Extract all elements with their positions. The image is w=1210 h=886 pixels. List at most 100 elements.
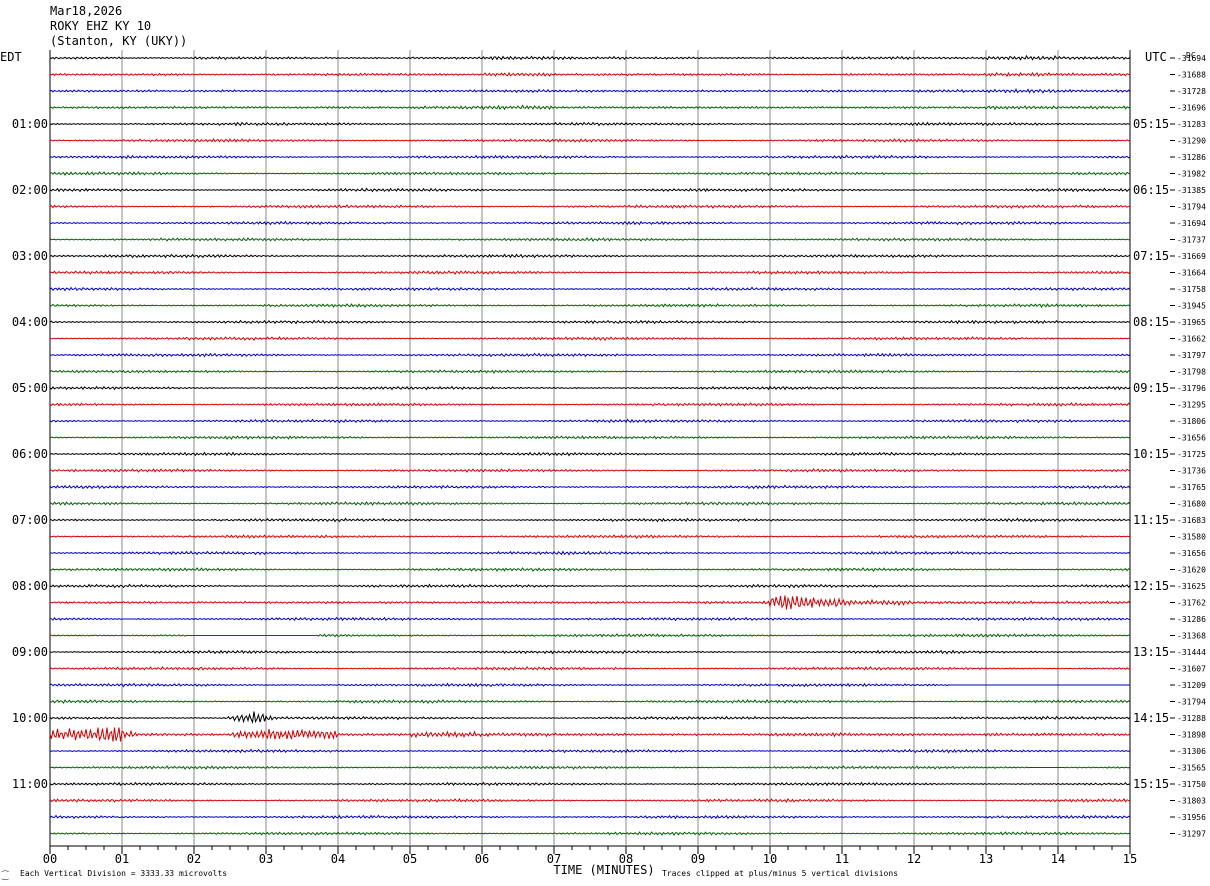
dc-offset-label: -31656 [1177, 549, 1206, 558]
utc-hour-label: 12:15 [1133, 579, 1169, 593]
dc-offset-label: -31736 [1177, 467, 1206, 476]
dc-offset-label: -31286 [1177, 615, 1206, 624]
dc-offset-label: -31368 [1177, 632, 1206, 641]
trace-row-7 [49, 171, 1131, 176]
location-label: (Stanton, KY (UKY)) [50, 34, 188, 48]
dc-offset-label: -31306 [1177, 747, 1206, 756]
trace-row-27 [49, 501, 1131, 506]
dc-offset-label: -31803 [1177, 797, 1206, 806]
dc-offset-label: -31625 [1177, 582, 1206, 591]
trace-row-38 [49, 682, 1130, 688]
trace-row-19 [49, 369, 1131, 374]
trace-row-13 [49, 270, 1131, 276]
trace-row-45 [49, 797, 1131, 803]
edt-hour-label: 08:00 [12, 579, 48, 593]
dc-offset-label: -31683 [1177, 516, 1206, 525]
dc-offset-label: -31669 [1177, 252, 1206, 261]
dc-offset-label: -31956 [1177, 813, 1206, 822]
trace-row-40 [49, 711, 1131, 725]
utc-hour-label: 07:15 [1133, 249, 1169, 263]
trace-row-3 [49, 104, 1131, 111]
dc-offset-label: -31762 [1177, 599, 1206, 608]
dc-offset-label: -31806 [1177, 417, 1206, 426]
x-axis-title: TIME (MINUTES) [553, 863, 654, 877]
seismic-traces [49, 54, 1131, 836]
utc-hour-label: 14:15 [1133, 711, 1169, 725]
dc-offset-label: -31286 [1177, 153, 1206, 162]
trace-row-16 [49, 319, 1131, 325]
trace-row-10 [49, 220, 1131, 226]
dc-offset-label: -31725 [1177, 450, 1206, 459]
dc-offset-label: -31794 [1177, 203, 1206, 212]
x-tick-label: 12 [907, 852, 921, 866]
trace-row-31 [49, 567, 1131, 573]
trace-row-4 [49, 121, 1131, 127]
x-tick-label: 05 [403, 852, 417, 866]
dc-offset-label: -31796 [1177, 384, 1206, 393]
dc-offset-label: -31607 [1177, 665, 1206, 674]
edt-hour-label: 06:00 [12, 447, 48, 461]
dc-column-label: DC [1186, 51, 1196, 60]
trace-row-23 [49, 435, 1131, 441]
clip-note: Traces clipped at plus/minus 5 vertical … [662, 869, 898, 878]
dc-offset-label: -31797 [1177, 351, 1206, 360]
edt-hour-label: 07:00 [12, 513, 48, 527]
utc-hour-label: 13:15 [1133, 645, 1169, 659]
x-tick-label: 03 [259, 852, 273, 866]
x-tick-label: 07 [547, 852, 561, 866]
dc-offset-label: -31728 [1177, 87, 1206, 96]
trace-row-34 [49, 616, 1131, 622]
trace-row-37 [49, 666, 1131, 671]
trace-row-2 [49, 88, 1131, 94]
dc-offset-label: -31794 [1177, 698, 1206, 707]
trace-row-35 [50, 633, 1131, 638]
utc-hour-label: 10:15 [1133, 447, 1169, 461]
x-tick-label: 14 [1051, 852, 1065, 866]
x-tick-label: 06 [475, 852, 489, 866]
trace-row-28 [49, 517, 1131, 523]
dc-offset-label: -31283 [1177, 120, 1206, 129]
dc-offset-label: -31209 [1177, 681, 1206, 690]
trace-row-17 [49, 336, 1131, 342]
trace-row-20 [49, 385, 1131, 391]
dc-offset-label: -31750 [1177, 780, 1206, 789]
dc-offset-label: -31565 [1177, 764, 1206, 773]
dc-offset-label: -31737 [1177, 236, 1206, 245]
trace-row-33 [49, 595, 1131, 610]
trace-row-15 [49, 303, 1131, 309]
minute-gridlines [49, 50, 1131, 854]
trace-row-46 [49, 814, 1131, 820]
corner-mark: ⁐ [1, 870, 9, 880]
edt-hour-label: 02:00 [12, 183, 48, 197]
dc-offset-label: -31580 [1177, 533, 1206, 542]
station-label: ROKY EHZ KY 10 [50, 19, 152, 33]
trace-row-1 [49, 71, 1131, 78]
utc-hour-label: 05:15 [1133, 117, 1169, 131]
x-tick-label: 11 [835, 852, 849, 866]
trace-row-30 [49, 550, 1131, 556]
dc-offset-label: -31694 [1177, 219, 1206, 228]
dc-offset-label: -31765 [1177, 483, 1206, 492]
axis-labels: -31694 -31688 -31728 -31696 -31283 -31290 -312… [0, 50, 1206, 880]
dc-offset-label: -31688 [1177, 71, 1206, 80]
trace-row-12 [49, 253, 1131, 259]
utc-hour-label: 08:15 [1133, 315, 1169, 329]
trace-row-24 [49, 451, 1131, 457]
dc-offset-label: -31385 [1177, 186, 1206, 195]
dc-offset-label: -31664 [1177, 269, 1206, 278]
edt-hour-label: 01:00 [12, 117, 48, 131]
dc-offset-label: -31662 [1177, 335, 1206, 344]
trace-row-29 [49, 534, 1131, 539]
trace-row-5 [49, 138, 1131, 143]
x-tick-label: 04 [331, 852, 345, 866]
trace-row-26 [49, 484, 1131, 490]
trace-row-22 [49, 418, 1131, 424]
trace-row-44 [49, 781, 1131, 787]
x-tick-label: 13 [979, 852, 993, 866]
dc-offset-label: -31965 [1177, 318, 1206, 327]
trace-row-8 [49, 187, 1131, 193]
trace-row-41 [49, 727, 1131, 742]
edt-hour-label: 11:00 [12, 777, 48, 791]
utc-hour-label: 06:15 [1133, 183, 1169, 197]
dc-offset-label: -31290 [1177, 137, 1206, 146]
